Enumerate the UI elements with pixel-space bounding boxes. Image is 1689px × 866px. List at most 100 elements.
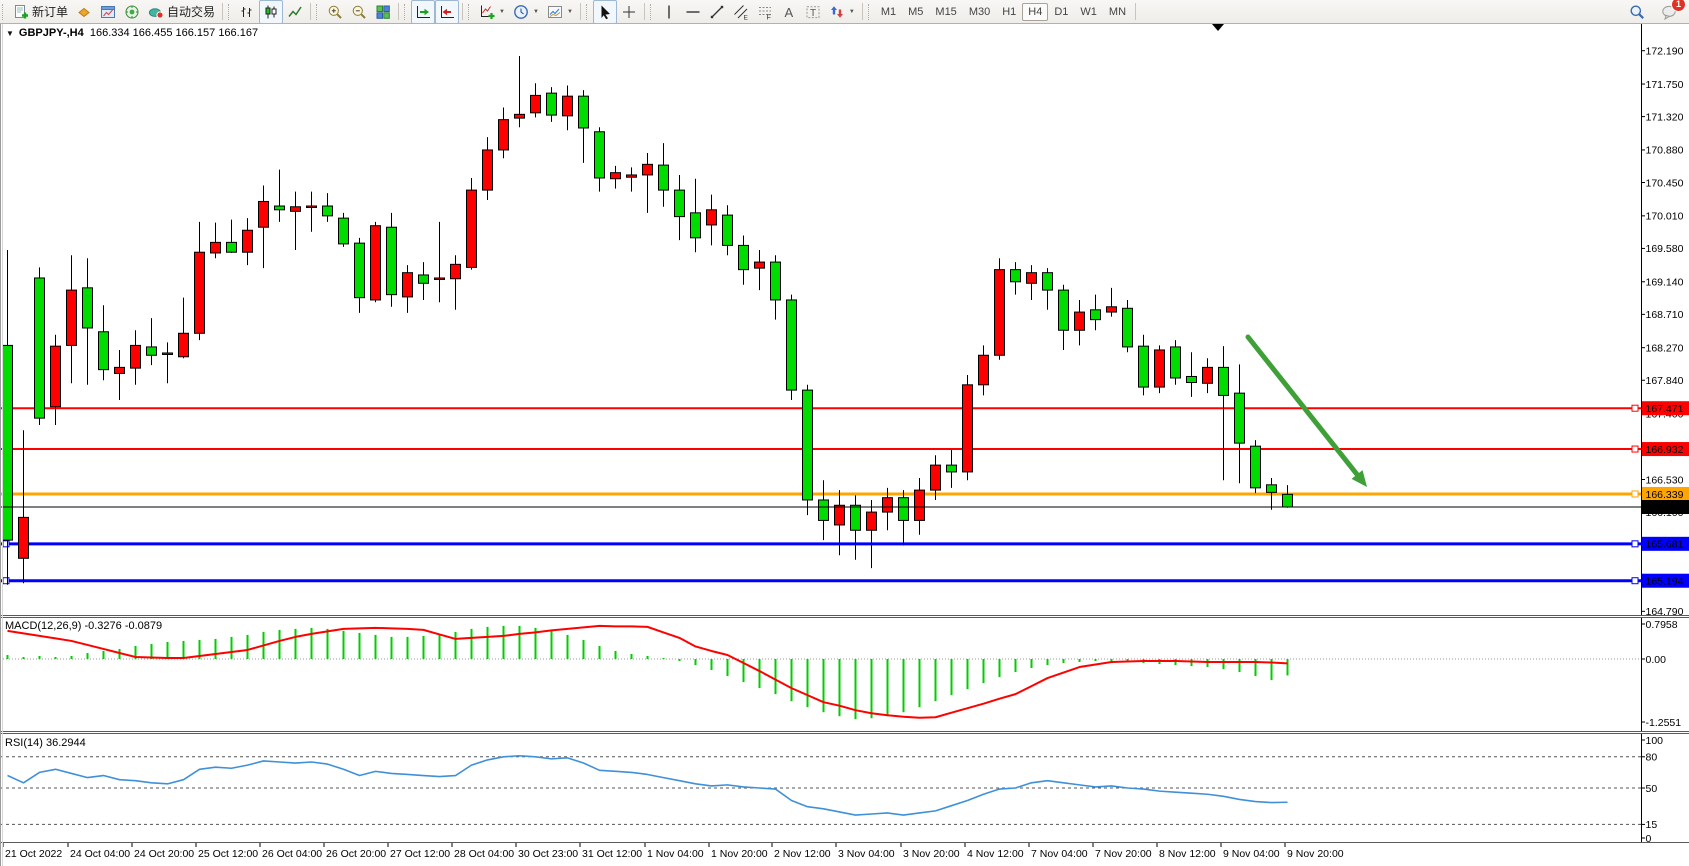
chart-expand-icon[interactable]: ▼: [6, 29, 14, 38]
hline-anchor[interactable]: [1631, 577, 1639, 585]
horizontal-line-button[interactable]: [681, 0, 705, 24]
time-tick-label: 9 Nov 04:00: [1223, 848, 1280, 860]
time-tick-label: 26 Oct 20:00: [326, 848, 386, 860]
timeframe-m1-button[interactable]: M1: [880, 5, 897, 18]
time-axis[interactable]: 21 Oct 2022 24 Oct 04:00 24 Oct 20:00 25 Oc…: [2, 843, 1344, 860]
toolbar-drag-handle[interactable]: [228, 3, 232, 20]
candle-body-up: [290, 206, 301, 212]
auto-trading-button[interactable]: 自动交易: [144, 0, 219, 24]
price-badge-166.167: 166.167: [1642, 500, 1689, 515]
channel-button[interactable]: E: [729, 0, 753, 24]
price-tick-label: 170.010: [1646, 211, 1684, 223]
vertical-line-button[interactable]: [657, 0, 681, 24]
chart-shift-button[interactable]: [435, 0, 460, 24]
pane-splitter[interactable]: [0, 616, 1689, 617]
hline-anchor[interactable]: [1631, 540, 1639, 548]
dropdown-arrow-icon[interactable]: ▼: [848, 8, 855, 15]
text-label-button[interactable]: T: [801, 0, 825, 24]
timeframe-d1-button[interactable]: D1: [1054, 5, 1069, 18]
macd-pane[interactable]: [0, 624, 1641, 720]
dropdown-arrow-icon[interactable]: ▼: [566, 8, 573, 15]
svg-text:165.681: 165.681: [1646, 539, 1684, 551]
crosshair-button[interactable]: [617, 0, 641, 24]
timeframe-m5-button[interactable]: M5: [908, 5, 924, 18]
dropdown-arrow-icon[interactable]: ▼: [499, 8, 505, 15]
zoom-out-button[interactable]: [347, 0, 371, 24]
candle-body-up: [306, 205, 317, 209]
time-tick-label: 3 Nov 20:00: [903, 848, 960, 860]
dropdown-arrow-icon[interactable]: ▼: [532, 8, 539, 15]
pane-splitter[interactable]: [0, 732, 1689, 733]
hline-anchor[interactable]: [2, 540, 10, 548]
candle-body-down: [1090, 309, 1101, 321]
templates-button[interactable]: ▼: [543, 0, 577, 24]
text-icon: A: [784, 5, 793, 20]
market-watch-button[interactable]: [72, 0, 96, 24]
tile-windows-button[interactable]: [371, 0, 395, 24]
candle-body-up: [866, 511, 877, 531]
toolbar-drag-handle[interactable]: [316, 3, 320, 20]
toolbar-drag-handle[interactable]: [867, 3, 872, 20]
fibonacci-button[interactable]: F: [753, 0, 777, 24]
chart-background[interactable]: [0, 23, 1689, 866]
price-tick-label: 168.270: [1646, 342, 1684, 354]
macd-label: MACD(12,26,9) -0.3276 -0.0879: [5, 620, 163, 632]
text-button[interactable]: A: [777, 0, 801, 24]
hline-anchor[interactable]: [1631, 490, 1639, 498]
notifications-button[interactable]: 1: [1657, 0, 1686, 24]
candle-body-up: [210, 241, 221, 254]
timeframe-mn-button[interactable]: MN: [1108, 5, 1127, 18]
svg-text:A: A: [784, 5, 793, 20]
candle-body-down: [1058, 289, 1069, 331]
toolbar-drag-handle[interactable]: [649, 3, 654, 20]
horizontal-line-icon: [686, 10, 700, 13]
line-chart-button[interactable]: [283, 0, 307, 24]
cursor-button[interactable]: [592, 0, 617, 24]
periods-button[interactable]: ▼: [509, 0, 543, 24]
chart-shift-marker[interactable]: [1212, 24, 1224, 31]
navigator-button[interactable]: [120, 0, 144, 24]
shapes-button[interactable]: ▼: [825, 0, 859, 24]
candle-body-down: [850, 504, 861, 531]
timeframe-w1-button[interactable]: W1: [1080, 5, 1097, 18]
bar-chart-button[interactable]: [235, 0, 259, 24]
candle-body-down: [98, 331, 109, 371]
toolbar-drag-handle[interactable]: [2, 3, 6, 20]
toolbar-drag-handle[interactable]: [468, 3, 472, 20]
candle-body-up: [1074, 311, 1085, 331]
timeframe-m15-button[interactable]: M15: [935, 5, 957, 18]
hline-anchor[interactable]: [2, 577, 10, 585]
candle-body-up: [626, 174, 637, 178]
auto-scroll-button[interactable]: [411, 0, 436, 24]
zoom-in-button[interactable]: [323, 0, 347, 24]
candle-body-up: [978, 354, 989, 386]
timeframe-h4-button[interactable]: H4: [1022, 2, 1049, 21]
candle-body-down: [2, 344, 13, 541]
hline-anchor[interactable]: [1631, 445, 1639, 453]
toolbar-separator: [579, 3, 581, 20]
horizontal-line-objects[interactable]: [0, 404, 1641, 585]
time-tick-label: 21 Oct 2022: [5, 848, 62, 860]
bar-chart-icon: [241, 6, 252, 17]
chart-window-button[interactable]: [96, 0, 120, 24]
timeframe-m30-button[interactable]: M30: [968, 5, 991, 18]
candle-body-down: [1282, 493, 1293, 508]
indicators-button[interactable]: ▼: [475, 0, 509, 24]
navigator-icon: [125, 5, 139, 18]
toolbar-drag-handle[interactable]: [404, 3, 408, 20]
rsi-pane[interactable]: [0, 754, 1641, 825]
timeframe-h1-button[interactable]: H1: [1002, 5, 1017, 18]
search-button[interactable]: [1625, 0, 1649, 24]
toolbar-drag-handle[interactable]: [585, 3, 590, 20]
candlestick-button[interactable]: [259, 0, 284, 24]
hline-anchor[interactable]: [1631, 404, 1639, 412]
candle-body-up: [18, 516, 29, 559]
trendline-button[interactable]: [705, 0, 729, 24]
toolbar-separator: [398, 3, 400, 20]
price-pane[interactable]: [0, 56, 1641, 585]
trend-arrow[interactable]: [1245, 334, 1367, 487]
svg-text:167.471: 167.471: [1646, 403, 1684, 415]
crosshair-icon: [622, 5, 635, 18]
new-order-button[interactable]: 新订单: [9, 0, 72, 24]
